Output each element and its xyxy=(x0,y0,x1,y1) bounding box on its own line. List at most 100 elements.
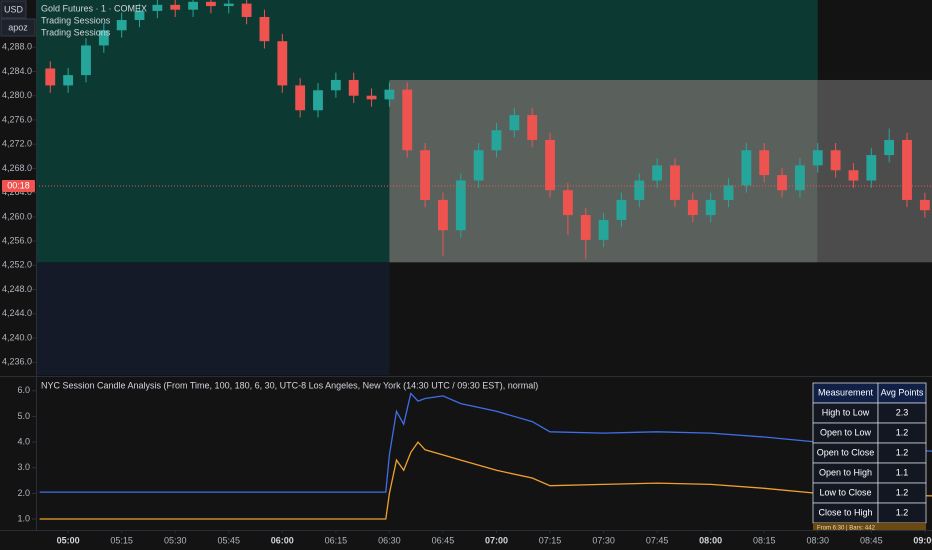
table-value: 1.2 xyxy=(896,487,909,497)
x-tick-label: 08:15 xyxy=(753,535,776,545)
candle-body xyxy=(902,139,912,200)
y-tick-label: 4,244.0 xyxy=(2,308,32,318)
candle-body xyxy=(152,4,163,11)
price-pane xyxy=(36,0,932,375)
candle-body xyxy=(759,150,770,176)
y-tick-label: 3.0 xyxy=(17,462,30,472)
candle-body xyxy=(545,139,555,191)
x-tick-label: 05:00 xyxy=(57,535,80,545)
candle-body xyxy=(866,155,877,181)
candle-body xyxy=(188,1,198,10)
indicator-name[interactable]: Trading Sessions xyxy=(41,27,111,37)
candle-body xyxy=(134,10,145,20)
candle-body xyxy=(509,115,520,131)
y-tick-label: 4,252.0 xyxy=(2,260,32,270)
x-tick-label: 08:00 xyxy=(699,535,722,545)
x-tick-label: 06:30 xyxy=(378,535,401,545)
x-tick-label: 08:45 xyxy=(860,535,883,545)
candle-body xyxy=(241,3,252,17)
currency-box[interactable] xyxy=(0,0,27,19)
y-tick-label: 4,256.0 xyxy=(2,235,32,245)
candle-body xyxy=(420,150,431,200)
table-footer: From 6:30 | Bars: 442 xyxy=(817,526,876,532)
y-tick-label: 4,276.0 xyxy=(2,114,32,124)
candle-body xyxy=(919,199,930,211)
candle-body xyxy=(670,165,680,200)
x-tick-label: 07:15 xyxy=(539,535,562,545)
y-tick-label: 1.0 xyxy=(17,513,30,523)
x-tick-label: 09:00 xyxy=(913,535,932,545)
table-label: Open to Low xyxy=(820,427,872,437)
indicator-name[interactable]: Trading Sessions xyxy=(41,15,111,25)
candle-body xyxy=(598,219,609,240)
indicator-line xyxy=(39,441,932,520)
y-tick-label: 4.0 xyxy=(17,436,30,446)
currency[interactable]: USD xyxy=(4,4,24,14)
candle-body xyxy=(438,199,448,231)
candle-body xyxy=(812,150,823,166)
table-value: 1.2 xyxy=(896,427,909,437)
y-tick-label: 4,264.0 xyxy=(2,187,32,197)
indicator-pane xyxy=(39,392,932,520)
candle-body xyxy=(455,180,466,231)
user[interactable]: apoz xyxy=(8,22,28,32)
table-header: Avg Points xyxy=(881,387,924,397)
candle-body xyxy=(527,115,538,140)
table-label: Close to High xyxy=(818,507,872,517)
candle-body xyxy=(206,1,216,7)
x-tick-label: 06:15 xyxy=(325,535,348,545)
candle-body xyxy=(116,19,127,31)
table-value: 1.2 xyxy=(896,507,909,517)
candle-body xyxy=(170,4,181,10)
table-header: Measurement xyxy=(818,387,874,397)
candle-body xyxy=(384,89,395,100)
y-tick-label: 4,260.0 xyxy=(2,211,32,221)
candle-body xyxy=(830,150,841,171)
candle-body xyxy=(723,185,734,200)
y-tick-label: 4,288.0 xyxy=(2,42,32,52)
y-tick-label: 2.0 xyxy=(17,488,30,498)
x-tick-label: 05:15 xyxy=(110,535,133,545)
candle-body xyxy=(98,30,109,46)
y-tick-label: 6.0 xyxy=(17,385,30,395)
y-tick-label: 4,240.0 xyxy=(2,332,32,342)
candle-body xyxy=(295,85,306,111)
candle-body xyxy=(687,199,698,216)
stats-table: Measurement Avg Points High to Low 2.3 Open … xyxy=(812,382,927,532)
candle-body xyxy=(402,89,413,151)
candle-body xyxy=(652,165,663,181)
x-tick-label: 08:30 xyxy=(807,535,830,545)
y-tick-label: 4,268.0 xyxy=(2,163,32,173)
y-tick-label: 4,280.0 xyxy=(2,90,32,100)
y-tick-label: 4,248.0 xyxy=(2,284,32,294)
table-label: High to Low xyxy=(822,407,870,417)
user-box[interactable] xyxy=(0,18,36,37)
candle-body xyxy=(277,41,288,86)
candle-body xyxy=(259,16,270,42)
candle-body xyxy=(366,95,377,100)
candle-body xyxy=(741,150,752,186)
indicator-line xyxy=(39,392,932,493)
last-price-marker xyxy=(2,179,35,192)
candle-body xyxy=(223,3,234,7)
table-value: 1.2 xyxy=(896,447,909,457)
candle-body xyxy=(848,170,859,181)
x-tick-label: 07:30 xyxy=(592,535,615,545)
axes: 4,236.0 4,240.0 4,244.0 4,248.0 4,252.0 4,256… xyxy=(2,42,932,546)
y-tick-label: 5.0 xyxy=(17,411,30,421)
indicator-legend[interactable]: NYC Session Candle Analysis (From Time, … xyxy=(41,380,538,390)
y-tick-label: 4,272.0 xyxy=(2,139,32,149)
candle-body xyxy=(884,139,895,156)
session-box xyxy=(389,0,818,80)
table-label: Open to High xyxy=(819,467,872,477)
x-tick-label: 07:00 xyxy=(485,535,508,545)
candle-body xyxy=(616,199,627,220)
table-footer-bg xyxy=(813,523,926,530)
symbol-title[interactable]: Gold Futures · 1 · COMEX xyxy=(41,3,147,13)
x-tick-label: 06:00 xyxy=(271,535,294,545)
candle-body xyxy=(777,175,787,191)
candle-body xyxy=(313,90,323,111)
candle-body xyxy=(705,199,716,216)
